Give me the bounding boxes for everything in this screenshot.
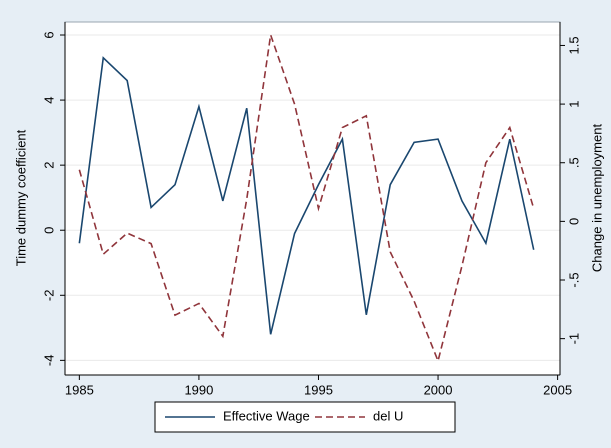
y-tick-label: 2 xyxy=(41,162,56,169)
y2-tick-label: 1.5 xyxy=(566,36,581,54)
x-tick-label: 1985 xyxy=(65,382,94,397)
y2-tick-label: .5 xyxy=(566,157,581,168)
y2-tick-label: 1 xyxy=(566,100,581,107)
y-tick-label: -2 xyxy=(41,290,56,302)
y2-tick-label: 0 xyxy=(566,218,581,225)
y-tick-label: 4 xyxy=(41,96,56,103)
x-tick-label: 2005 xyxy=(543,382,572,397)
y2-tick-label: -.5 xyxy=(566,272,581,287)
series-line xyxy=(78,56,535,335)
x-tick-label: 1990 xyxy=(184,382,213,397)
x-tick-label: 1995 xyxy=(304,382,333,397)
legend-box xyxy=(154,401,456,433)
x-tick-label: 2000 xyxy=(424,382,453,397)
legend-label: del U xyxy=(373,408,403,423)
y2-tick-label: -1 xyxy=(566,333,581,345)
y-tick-label: -4 xyxy=(41,355,56,367)
y-axis-title: Time dummy coefficient xyxy=(13,129,28,266)
legend-label: Effective Wage xyxy=(223,408,310,423)
y-tick-label: 0 xyxy=(41,227,56,234)
series-line xyxy=(78,34,535,364)
y2-axis-title: Change in unemployment xyxy=(589,124,604,273)
y-tick-label: 6 xyxy=(41,31,56,38)
